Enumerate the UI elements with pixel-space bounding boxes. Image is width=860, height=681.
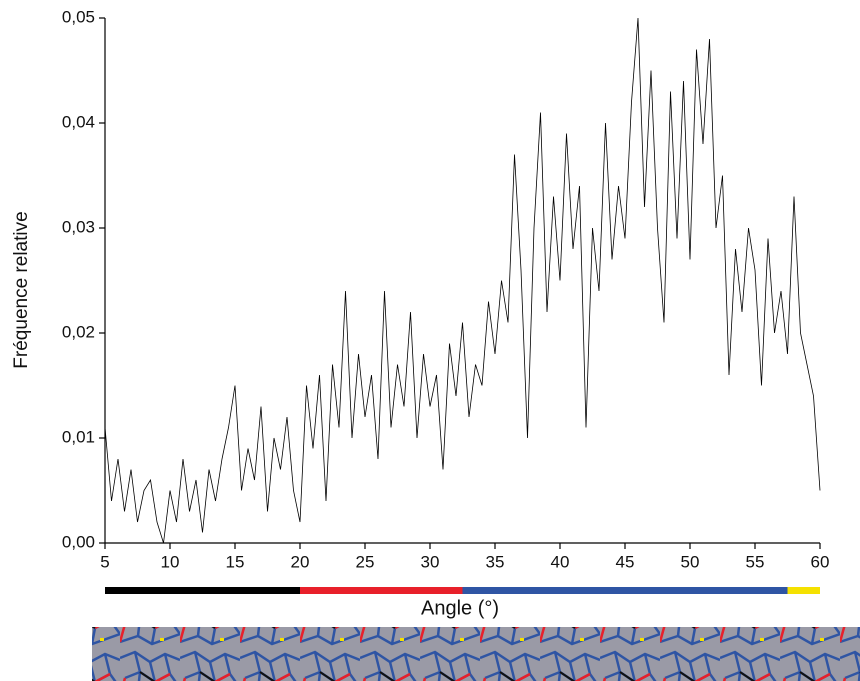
angle-band (300, 587, 463, 594)
x-tick-label: 35 (486, 552, 505, 571)
angle-band (787, 587, 820, 594)
x-tick-label: 10 (161, 552, 180, 571)
y-tick-label: 0,00 (62, 532, 95, 551)
x-tick-label: 25 (356, 552, 375, 571)
y-tick-label: 0,04 (62, 112, 95, 131)
microstructure-image (92, 627, 860, 681)
y-axis-label: Fréquence relative (11, 211, 32, 368)
x-axis-label: Angle (°) (421, 597, 499, 619)
y-tick-label: 0,02 (62, 322, 95, 341)
y-tick-label: 0,03 (62, 217, 95, 236)
x-tick-label: 60 (811, 552, 830, 571)
x-tick-label: 50 (681, 552, 700, 571)
x-tick-label: 5 (100, 552, 109, 571)
x-tick-label: 20 (291, 552, 310, 571)
angle-band (105, 587, 300, 594)
x-tick-label: 15 (226, 552, 245, 571)
y-tick-label: 0,01 (62, 427, 95, 446)
x-tick-label: 55 (746, 552, 765, 571)
angle-band (462, 587, 788, 594)
x-tick-label: 40 (551, 552, 570, 571)
data-line (104, 17, 821, 544)
x-tick-label: 30 (421, 552, 440, 571)
y-tick-label: 0,05 (62, 7, 95, 26)
x-tick-label: 45 (616, 552, 635, 571)
